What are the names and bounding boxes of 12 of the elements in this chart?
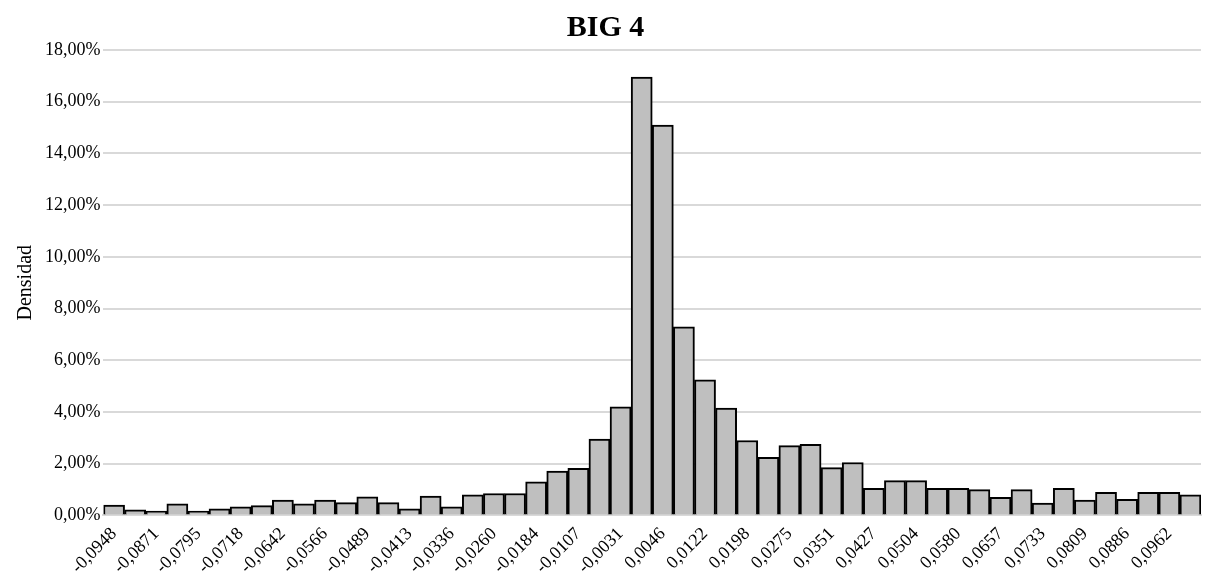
y-tick-label: 14,00%: [44, 142, 101, 163]
chart-title: BIG 4: [566, 8, 645, 42]
y-tick-label: 8,00%: [53, 297, 101, 318]
y-tick-label: 10,00%: [44, 245, 101, 266]
y-tick-label: 12,00%: [44, 193, 101, 214]
y-tick-label: 18,00%: [44, 38, 101, 59]
y-tick-label: 0,00%: [53, 504, 101, 525]
y-tick-label: 4,00%: [53, 400, 101, 421]
y-tick-label: 16,00%: [44, 90, 101, 111]
y-axis-title: Densidad: [13, 244, 36, 321]
y-tick-label: 2,00%: [53, 452, 101, 473]
y-tick-label: 6,00%: [53, 349, 101, 370]
